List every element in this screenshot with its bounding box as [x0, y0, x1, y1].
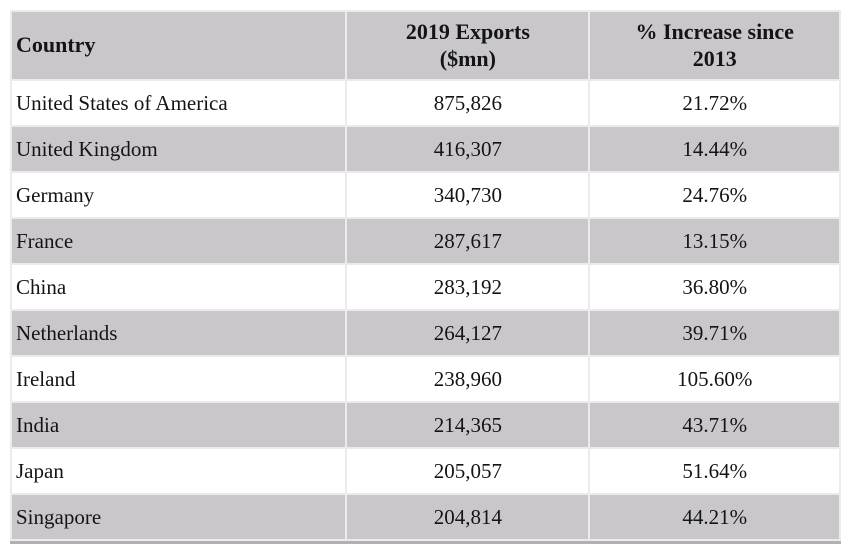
increase-cell: 44.21% — [590, 495, 839, 539]
country-cell: Ireland — [12, 357, 346, 401]
header-increase: % Increase since 2013 — [590, 12, 839, 79]
exports-cell: 283,192 — [347, 265, 589, 309]
exports-cell: 264,127 — [347, 311, 589, 355]
country-cell: Japan — [12, 449, 346, 493]
exports-cell: 238,960 — [347, 357, 589, 401]
increase-cell: 14.44% — [590, 127, 839, 171]
header-country: Country — [12, 12, 346, 79]
country-cell: India — [12, 403, 346, 447]
exports-cell: 416,307 — [347, 127, 589, 171]
country-cell: China — [12, 265, 346, 309]
increase-cell: 105.60% — [590, 357, 839, 401]
exports-cell: 287,617 — [347, 219, 589, 263]
exports-table: Country 2019 Exports ($mn) % Increase si… — [10, 10, 841, 544]
country-cell: France — [12, 219, 346, 263]
increase-cell: 36.80% — [590, 265, 839, 309]
header-increase-line1: % Increase since — [635, 18, 794, 44]
table-row: Germany 340,730 24.76% — [12, 173, 839, 217]
table-row: India 214,365 43.71% — [12, 403, 839, 447]
table-row: United States of America 875,826 21.72% — [12, 81, 839, 125]
header-row: Country 2019 Exports ($mn) % Increase si… — [12, 12, 839, 79]
country-cell: United States of America — [12, 81, 346, 125]
table-row: France 287,617 13.15% — [12, 219, 839, 263]
exports-cell: 214,365 — [347, 403, 589, 447]
table-row: Singapore 204,814 44.21% — [12, 495, 839, 539]
increase-cell: 43.71% — [590, 403, 839, 447]
country-cell: Singapore — [12, 495, 346, 539]
header-country-label: Country — [16, 32, 96, 58]
table-row: United Kingdom 416,307 14.44% — [12, 127, 839, 171]
country-cell: Germany — [12, 173, 346, 217]
table-row: Ireland 238,960 105.60% — [12, 357, 839, 401]
exports-cell: 204,814 — [347, 495, 589, 539]
increase-cell: 13.15% — [590, 219, 839, 263]
country-cell: United Kingdom — [12, 127, 346, 171]
exports-table-container: Country 2019 Exports ($mn) % Increase si… — [10, 10, 841, 544]
header-exports: 2019 Exports ($mn) — [347, 12, 589, 79]
exports-cell: 340,730 — [347, 173, 589, 217]
increase-cell: 39.71% — [590, 311, 839, 355]
country-cell: Netherlands — [12, 311, 346, 355]
increase-cell: 24.76% — [590, 173, 839, 217]
exports-cell: 205,057 — [347, 449, 589, 493]
table-row: Netherlands 264,127 39.71% — [12, 311, 839, 355]
header-increase-line2: 2013 — [692, 45, 737, 71]
exports-cell: 875,826 — [347, 81, 589, 125]
increase-cell: 21.72% — [590, 81, 839, 125]
header-exports-line2: ($mn) — [439, 45, 496, 71]
increase-cell: 51.64% — [590, 449, 839, 493]
table-row: China 283,192 36.80% — [12, 265, 839, 309]
header-exports-line1: 2019 Exports — [405, 18, 530, 44]
table-row: Japan 205,057 51.64% — [12, 449, 839, 493]
